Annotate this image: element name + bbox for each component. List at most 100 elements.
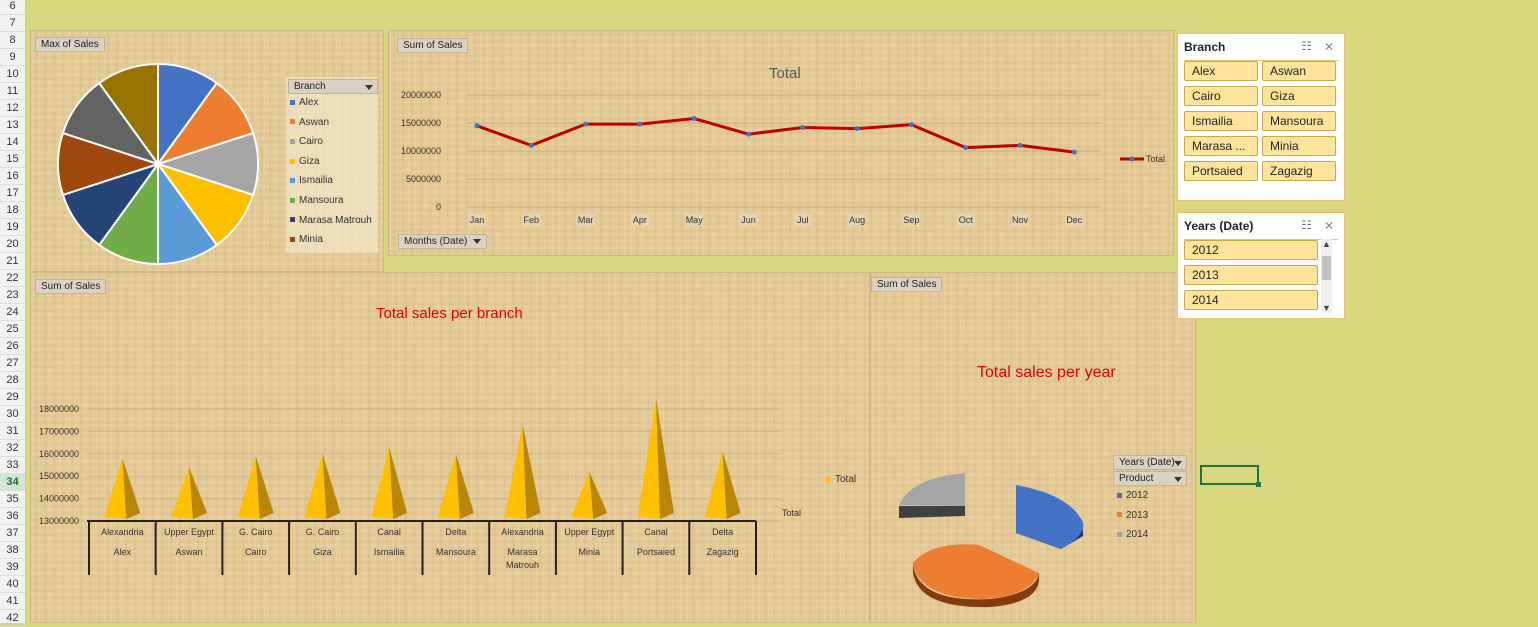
data-point[interactable] bbox=[800, 124, 806, 130]
selected-cell[interactable] bbox=[1200, 465, 1261, 487]
year-slicer-item[interactable]: 2013 bbox=[1184, 265, 1318, 285]
row-header[interactable]: 14 bbox=[0, 134, 25, 151]
row-header[interactable]: 37 bbox=[0, 525, 25, 542]
branch-sales-panel[interactable]: Sum of Sales Total sales per branch 1300… bbox=[30, 272, 870, 623]
sum-of-sales-field-button-3[interactable]: Sum of Sales bbox=[871, 277, 943, 292]
month-tick-label[interactable]: Nov bbox=[1012, 215, 1029, 225]
row-header[interactable]: 15 bbox=[0, 151, 25, 168]
clear-filter-icon[interactable]: ⨯ bbox=[1323, 218, 1334, 232]
row-header[interactable]: 8 bbox=[0, 32, 25, 49]
row-header[interactable]: 40 bbox=[0, 576, 25, 593]
data-point[interactable] bbox=[474, 123, 480, 129]
row-header[interactable]: 16 bbox=[0, 168, 25, 185]
row-header[interactable]: 13 bbox=[0, 117, 25, 134]
data-point[interactable] bbox=[854, 126, 860, 132]
data-point[interactable] bbox=[908, 122, 914, 128]
region-tick-label[interactable]: Delta bbox=[712, 527, 733, 537]
cone-bar[interactable] bbox=[704, 451, 727, 519]
row-header[interactable]: 17 bbox=[0, 185, 25, 202]
row-header[interactable]: 12 bbox=[0, 100, 25, 117]
row-header[interactable]: 26 bbox=[0, 338, 25, 355]
cone-bar[interactable] bbox=[637, 397, 660, 519]
max-of-sales-field-button[interactable]: Max of Sales bbox=[35, 37, 105, 52]
row-header[interactable]: 36 bbox=[0, 508, 25, 525]
region-tick-label[interactable]: G. Cairo bbox=[306, 527, 340, 537]
pie-chart-panel[interactable]: Max of Sales Branch Alex Aswan Cairo Giza Is… bbox=[30, 30, 384, 272]
branch-tick-label[interactable]: Aswan bbox=[176, 547, 203, 557]
cone-bar[interactable] bbox=[437, 453, 460, 519]
data-point[interactable] bbox=[691, 116, 697, 122]
row-header[interactable]: 10 bbox=[0, 66, 25, 83]
scroll-thumb[interactable] bbox=[1322, 256, 1331, 280]
region-tick-label[interactable]: Upper Egypt bbox=[564, 527, 615, 537]
row-header[interactable]: 42 bbox=[0, 610, 25, 627]
clear-filter-icon[interactable]: ⨯ bbox=[1323, 39, 1334, 53]
month-tick-label[interactable]: Dec bbox=[1066, 215, 1083, 225]
cone-bar[interactable] bbox=[304, 453, 327, 519]
pie-legend-item[interactable]: Giza bbox=[290, 156, 320, 167]
branch-slicer[interactable]: Branch ☷ ⨯ Alex Aswan Cairo Giza Ismailia Mans… bbox=[1177, 33, 1345, 201]
branch-tick-label[interactable]: Giza bbox=[313, 547, 332, 557]
row-header[interactable]: 25 bbox=[0, 321, 25, 338]
month-tick-label[interactable]: Apr bbox=[633, 215, 647, 225]
year-slicer-item[interactable]: 2014 bbox=[1184, 290, 1318, 310]
years-slicer-scrollbar[interactable]: ▲ ▼ bbox=[1321, 239, 1332, 313]
row-header[interactable]: 9 bbox=[0, 49, 25, 66]
month-tick-label[interactable]: Jun bbox=[741, 215, 756, 225]
cone-bar[interactable] bbox=[104, 458, 127, 519]
branch-slicer-item[interactable]: Minia bbox=[1262, 136, 1336, 156]
region-tick-label[interactable]: Delta bbox=[445, 527, 466, 537]
row-header[interactable]: 20 bbox=[0, 236, 25, 253]
row-header[interactable]: 32 bbox=[0, 440, 25, 457]
branch-slicer-item[interactable]: Marasa ... bbox=[1184, 136, 1258, 156]
month-tick-label[interactable]: Oct bbox=[959, 215, 974, 225]
row-header[interactable]: 24 bbox=[0, 304, 25, 321]
branch-tick-label[interactable]: Minia bbox=[578, 547, 600, 557]
row-header[interactable]: 30 bbox=[0, 406, 25, 423]
row-header[interactable]: 38 bbox=[0, 542, 25, 559]
month-tick-label[interactable]: May bbox=[686, 215, 704, 225]
data-point[interactable] bbox=[963, 145, 969, 151]
data-point[interactable] bbox=[637, 121, 643, 127]
row-header[interactable]: 28 bbox=[0, 372, 25, 389]
region-tick-label[interactable]: G. Cairo bbox=[239, 527, 273, 537]
row-header[interactable]: 22 bbox=[0, 270, 25, 287]
row-header[interactable]: 41 bbox=[0, 593, 25, 610]
data-point[interactable] bbox=[1071, 149, 1077, 155]
row-header[interactable]: 11 bbox=[0, 83, 25, 100]
row-header[interactable]: 23 bbox=[0, 287, 25, 304]
pie-slice-2012[interactable] bbox=[1016, 485, 1084, 549]
branch-slicer-item[interactable]: Aswan bbox=[1262, 61, 1336, 81]
month-tick-label[interactable]: Jul bbox=[797, 215, 809, 225]
year-legend-item[interactable]: 2014 bbox=[1117, 529, 1148, 540]
data-point[interactable] bbox=[1017, 142, 1023, 148]
region-tick-label[interactable]: Alexandria bbox=[501, 527, 544, 537]
year-legend-item[interactable]: 2013 bbox=[1117, 510, 1148, 521]
branch-tick-label[interactable]: Portsaied bbox=[637, 547, 675, 557]
pie-slice-2014[interactable] bbox=[899, 473, 965, 506]
years-date-button[interactable]: Years (Date) bbox=[1113, 455, 1187, 470]
branch-slicer-item[interactable]: Ismailia bbox=[1184, 111, 1258, 131]
region-tick-label[interactable]: Canal bbox=[644, 527, 668, 537]
months-axis-button[interactable]: Months (Date) bbox=[398, 234, 488, 249]
total-series-line[interactable] bbox=[476, 116, 1075, 154]
row-header[interactable]: 19 bbox=[0, 219, 25, 236]
month-tick-label[interactable]: Feb bbox=[524, 215, 540, 225]
product-button[interactable]: Product bbox=[1113, 471, 1187, 486]
branch-slicer-item[interactable]: Alex bbox=[1184, 61, 1258, 81]
branch-tick-label[interactable]: Zagazig bbox=[707, 547, 739, 557]
branch-legend-button[interactable]: Branch bbox=[288, 79, 378, 94]
row-header[interactable]: 31 bbox=[0, 423, 25, 440]
years-slicer[interactable]: Years (Date) ☷ ⨯ 2012 2013 2014 ▲ ▼ bbox=[1177, 212, 1345, 319]
pie-slice[interactable] bbox=[97, 62, 159, 168]
branch-tick-label[interactable]: Mansoura bbox=[436, 547, 476, 557]
pie-legend-item[interactable]: Minia bbox=[290, 234, 323, 245]
region-tick-label[interactable]: Upper Egypt bbox=[164, 527, 215, 537]
year-slicer-item[interactable]: 2012 bbox=[1184, 240, 1318, 260]
row-header[interactable]: 35 bbox=[0, 491, 25, 508]
branch-tick-label[interactable]: Ismailia bbox=[374, 547, 405, 557]
month-tick-label[interactable]: Sep bbox=[903, 215, 919, 225]
cone-bar[interactable] bbox=[371, 447, 394, 519]
scroll-up-icon[interactable]: ▲ bbox=[1322, 239, 1331, 249]
multi-select-icon[interactable]: ☷ bbox=[1301, 218, 1312, 232]
